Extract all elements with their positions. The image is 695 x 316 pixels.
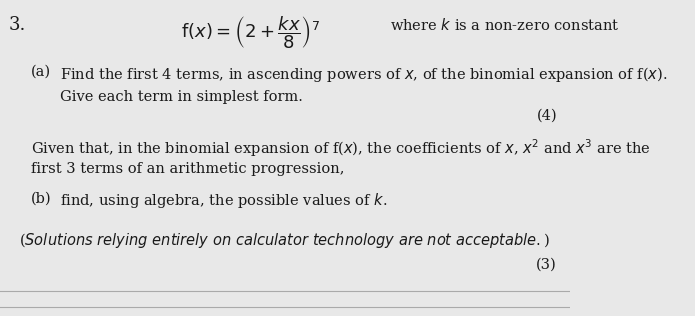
- Text: Given that, in the binomial expansion of f($x$), the coefficients of $x$, $x^2$ : Given that, in the binomial expansion of…: [31, 137, 651, 159]
- Text: (3): (3): [537, 258, 557, 271]
- Text: (a): (a): [31, 65, 51, 79]
- Text: first 3 terms of an arithmetic progression,: first 3 terms of an arithmetic progressi…: [31, 162, 345, 176]
- Text: Find the first 4 terms, in ascending powers of $x$, of the binomial expansion of: Find the first 4 terms, in ascending pow…: [60, 65, 667, 84]
- Text: ($\mathit{Solutions\ relying\ entirely\ on\ calculator\ technology\ are\ not\ ac: ($\mathit{Solutions\ relying\ entirely\ …: [19, 231, 550, 250]
- Text: Give each term in simplest form.: Give each term in simplest form.: [60, 90, 303, 104]
- Text: (4): (4): [537, 109, 557, 123]
- Text: 3.: 3.: [8, 16, 26, 34]
- Text: find, using algebra, the possible values of $k$.: find, using algebra, the possible values…: [60, 191, 387, 210]
- Text: $\mathrm{f}(x) = \left(2 + \dfrac{kx}{8}\right)^{7}$: $\mathrm{f}(x) = \left(2 + \dfrac{kx}{8}…: [181, 14, 320, 51]
- Text: (b): (b): [31, 191, 52, 205]
- Text: where $k$ is a non-zero constant: where $k$ is a non-zero constant: [390, 17, 619, 33]
